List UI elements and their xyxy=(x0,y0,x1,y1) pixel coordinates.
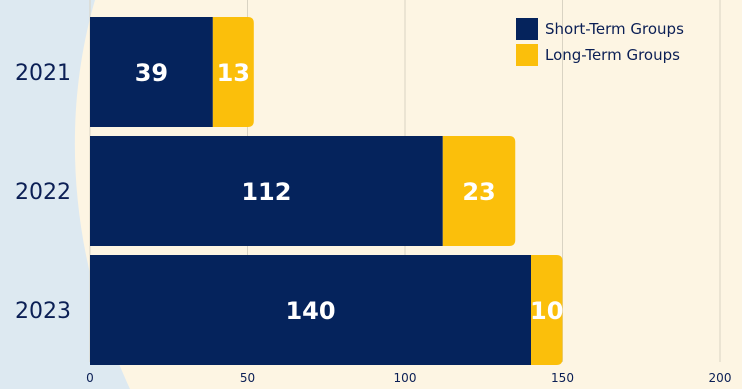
legend-swatch-long-term xyxy=(516,44,538,66)
category-labels: 2021 2022 2023 xyxy=(15,61,71,324)
tick-label-100: 100 xyxy=(394,371,417,385)
data-label-2022-long-term: 23 xyxy=(462,178,495,206)
x-axis-ticks: 0 50 100 150 200 xyxy=(86,371,731,385)
data-label-2021-long-term: 13 xyxy=(217,59,250,87)
bars: 39 13 112 23 140 10 xyxy=(90,17,563,365)
data-label-2022-short-term: 112 xyxy=(241,178,291,206)
tick-label-50: 50 xyxy=(240,371,255,385)
bar-2023-long-term xyxy=(531,255,563,365)
category-label-2021: 2021 xyxy=(15,61,71,86)
bar-2022-short-term xyxy=(90,136,443,246)
legend-label-long-term: Long-Term Groups xyxy=(545,46,680,64)
data-label-2023-long-term: 10 xyxy=(530,297,563,325)
bar-2022-long-term xyxy=(442,136,516,246)
bar-2023-short-term xyxy=(90,255,531,365)
tick-label-150: 150 xyxy=(551,371,574,385)
data-label-2023-short-term: 140 xyxy=(285,297,335,325)
category-label-2022: 2022 xyxy=(15,180,71,205)
tick-label-200: 200 xyxy=(709,371,732,385)
legend-label-short-term: Short-Term Groups xyxy=(545,20,684,38)
category-label-2023: 2023 xyxy=(15,299,71,324)
legend-swatch-short-term xyxy=(516,18,538,40)
bar-2021-long-term xyxy=(212,17,254,127)
legend: Short-Term Groups Long-Term Groups xyxy=(516,18,684,66)
data-label-2021-short-term: 39 xyxy=(135,59,168,87)
bar-2021-short-term xyxy=(90,17,213,127)
tick-label-0: 0 xyxy=(86,371,94,385)
